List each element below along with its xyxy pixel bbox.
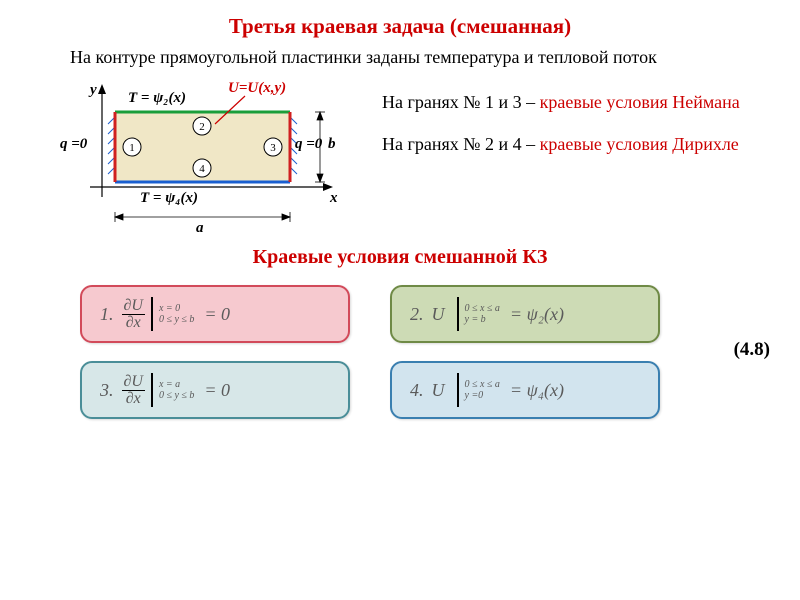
neumann-cond: краевые условия Неймана [540,92,740,112]
svg-text:2: 2 [199,121,205,133]
faces-24-plain: На гранях № 2 и 4 – [382,134,540,154]
faces-13-line: На гранях № 1 и 3 – краевые условия Нейм… [382,90,780,114]
faces-13-plain: На гранях № 1 и 3 – [382,92,540,112]
conditions-grid: 1. ∂U∂x x = 00 ≤ y ≤ b = 0 2. U 0 ≤ x ≤ … [0,269,800,419]
box3-expr: ∂U∂x x = a0 ≤ y ≤ b = 0 [122,373,231,407]
page-title: Третья краевая задача (смешанная) [0,0,800,39]
b-dim-label: b [328,136,336,153]
condition-box-3: 3. ∂U∂x x = a0 ≤ y ≤ b = 0 [80,361,350,419]
box1-num: 1. [100,304,114,325]
box4-sub: 0 ≤ x ≤ ay =0 [465,379,500,401]
svg-text:4: 4 [199,163,205,175]
upper-row: 1 2 3 4 y x T = ψ₂(x) U=U(x,y) q =0 q =0 b [0,72,800,242]
partial-fraction-icon: ∂U∂x [122,374,145,407]
svg-text:1: 1 [129,142,135,154]
faces-24-line: На гранях № 2 и 4 – краевые условия Дири… [382,132,780,156]
eval-bar-icon [457,373,459,407]
eval-bar-icon [151,297,153,331]
box4-rhs: = ψ₄(x) [510,380,564,401]
plate-diagram: 1 2 3 4 y x T = ψ₂(x) U=U(x,y) q =0 q =0 b [30,72,370,242]
subtitle: На контуре прямоугольной пластинки задан… [0,39,800,72]
equation-ref: (4.8) [734,339,770,361]
box2-num: 2. [410,304,424,325]
svg-text:3: 3 [270,142,276,154]
box3-rhs: = 0 [204,380,230,401]
a-dim-label: a [196,220,204,237]
eval-bar-icon [151,373,153,407]
condition-box-2: 2. U 0 ≤ x ≤ ay = b = ψ₂(x) [390,285,660,343]
top-bc-label: T = ψ₂(x) [128,90,186,107]
box1-expr: ∂U∂x x = 00 ≤ y ≤ b = 0 [122,297,231,331]
right-q-label: q =0 [295,136,322,153]
box3-sub: x = a0 ≤ y ≤ b [159,379,194,401]
box2-expr: U 0 ≤ x ≤ ay = b = ψ₂(x) [432,297,564,331]
right-text-block: На гранях № 1 и 3 – краевые условия Нейм… [370,72,780,242]
box2-rhs: = ψ₂(x) [510,304,564,325]
condition-box-4: 4. U 0 ≤ x ≤ ay =0 = ψ₄(x) [390,361,660,419]
box4-num: 4. [410,380,424,401]
box3-num: 3. [100,380,114,401]
eval-bar-icon [457,297,459,331]
bottom-bc-label: T = ψ₄(x) [140,190,198,207]
box2-sub: 0 ≤ x ≤ ay = b [465,303,500,325]
y-axis-label: y [90,82,97,99]
dirichlet-cond: краевые условия Дирихле [540,134,739,154]
left-q-label: q =0 [60,136,87,153]
field-label: U=U(x,y) [228,80,286,97]
plate-svg: 1 2 3 4 [30,72,370,242]
x-axis-label: x [330,190,338,207]
section-heading: Краевые условия смешанной КЗ [0,246,800,269]
box1-rhs: = 0 [204,304,230,325]
condition-box-1: 1. ∂U∂x x = 00 ≤ y ≤ b = 0 [80,285,350,343]
box1-sub: x = 00 ≤ y ≤ b [159,303,194,325]
box4-expr: U 0 ≤ x ≤ ay =0 = ψ₄(x) [432,373,564,407]
partial-fraction-icon: ∂U∂x [122,298,145,331]
